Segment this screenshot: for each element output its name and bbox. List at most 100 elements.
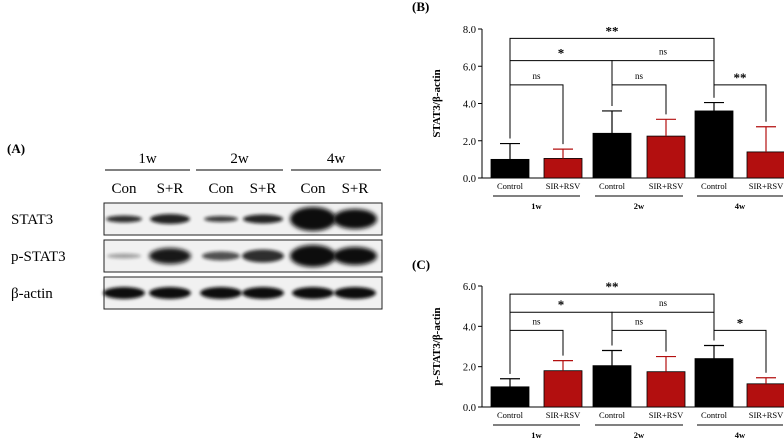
lane-label: S+R bbox=[157, 181, 184, 197]
blot-row-label: p-STAT3 bbox=[11, 249, 66, 265]
bar bbox=[746, 151, 784, 179]
y-tick-label: 6.0 bbox=[463, 62, 476, 73]
y-tick-label: 8.0 bbox=[463, 25, 476, 36]
protein-band bbox=[290, 207, 336, 231]
significance-bracket bbox=[509, 329, 564, 374]
week-label: 1w bbox=[138, 151, 157, 167]
protein-band bbox=[149, 287, 191, 299]
group-label: 4w bbox=[735, 430, 746, 440]
bar bbox=[490, 386, 530, 408]
y-tick-label: 4.0 bbox=[463, 322, 476, 333]
bar bbox=[592, 132, 632, 179]
lane-label: S+R bbox=[250, 181, 277, 197]
protein-band bbox=[202, 251, 240, 261]
lane-label: S+R bbox=[342, 181, 369, 197]
group-label: 1w bbox=[531, 201, 542, 211]
protein-band bbox=[242, 287, 284, 299]
bar bbox=[746, 383, 784, 408]
significance-label: * bbox=[558, 46, 565, 61]
significance-label: ns bbox=[532, 71, 541, 81]
category-label: Control bbox=[599, 410, 626, 420]
category-label: Control bbox=[701, 181, 728, 191]
significance-bracket bbox=[509, 311, 613, 374]
panel-label: (C) bbox=[412, 257, 430, 272]
protein-band bbox=[290, 245, 336, 267]
stat3-bar-chart: (B) STAT3/β-actin 0.0 2.0 4.0 6.0 8.0 Control SI… bbox=[412, 0, 784, 211]
significance-bracket bbox=[509, 293, 715, 374]
bar bbox=[592, 365, 632, 408]
protein-band bbox=[107, 253, 141, 259]
blot-row: p-STAT3 bbox=[11, 239, 383, 273]
group-label: 4w bbox=[735, 201, 746, 211]
bar bbox=[490, 158, 530, 179]
significance-label: ** bbox=[734, 70, 747, 85]
protein-band bbox=[103, 287, 145, 299]
category-label: SIR+RSV bbox=[749, 181, 784, 191]
bar bbox=[646, 135, 686, 179]
y-tick-label: 6.0 bbox=[463, 282, 476, 293]
bar bbox=[694, 110, 734, 179]
significance-label: ns bbox=[659, 298, 668, 308]
panel-label-a: (A) bbox=[7, 141, 25, 156]
blot-row: STAT3 bbox=[11, 202, 383, 236]
category-label: Control bbox=[599, 181, 626, 191]
significance-label: ** bbox=[606, 279, 619, 294]
protein-band bbox=[333, 247, 377, 265]
protein-band bbox=[242, 249, 284, 263]
significance-label: ns bbox=[659, 47, 668, 57]
significance-bracket bbox=[611, 311, 715, 346]
lane-label: Con bbox=[111, 181, 137, 197]
protein-band bbox=[200, 287, 242, 299]
significance-label: ns bbox=[532, 316, 541, 326]
protein-band bbox=[292, 287, 334, 299]
protein-band bbox=[149, 248, 191, 264]
group-label: 1w bbox=[531, 430, 542, 440]
week-label: 2w bbox=[230, 151, 249, 167]
y-tick-label: 4.0 bbox=[463, 100, 476, 111]
protein-band bbox=[204, 216, 238, 222]
pstat3-bar-chart: (C) p-STAT3/β-actin 0.0 2.0 4.0 6.0 Control SIR… bbox=[412, 257, 784, 440]
y-tick-label: 2.0 bbox=[463, 363, 476, 374]
category-label: SIR+RSV bbox=[649, 181, 684, 191]
lane-label: Con bbox=[208, 181, 234, 197]
significance-label: * bbox=[558, 297, 565, 312]
bar bbox=[694, 358, 734, 408]
bar bbox=[543, 158, 583, 179]
blot-row-label: STAT3 bbox=[11, 212, 53, 228]
significance-bracket bbox=[509, 84, 564, 145]
y-tick-label: 2.0 bbox=[463, 137, 476, 148]
bar bbox=[543, 370, 583, 408]
blot-row-label: β-actin bbox=[11, 286, 53, 302]
significance-label: * bbox=[737, 315, 744, 330]
category-label: Control bbox=[701, 410, 728, 420]
significance-bracket bbox=[611, 84, 667, 115]
category-label: SIR+RSV bbox=[546, 410, 581, 420]
significance-label: ** bbox=[606, 23, 619, 38]
panel-label: (B) bbox=[412, 0, 429, 14]
significance-bracket bbox=[509, 60, 613, 139]
y-axis-label: p-STAT3/β-actin bbox=[431, 307, 443, 385]
category-label: SIR+RSV bbox=[546, 181, 581, 191]
significance-label: ns bbox=[635, 316, 644, 326]
y-axis-label: STAT3/β-actin bbox=[431, 69, 443, 137]
protein-band bbox=[334, 287, 376, 299]
significance-bracket bbox=[611, 60, 715, 106]
category-label: Control bbox=[497, 181, 524, 191]
category-label: SIR+RSV bbox=[749, 410, 784, 420]
y-tick-label: 0.0 bbox=[463, 403, 476, 414]
category-label: SIR+RSV bbox=[649, 410, 684, 420]
blot-row: β-actin bbox=[11, 276, 383, 310]
significance-bracket bbox=[611, 329, 667, 352]
protein-band bbox=[150, 214, 190, 224]
lane-label: Con bbox=[300, 181, 326, 197]
group-label: 2w bbox=[634, 430, 645, 440]
significance-label: ns bbox=[635, 71, 644, 81]
protein-band bbox=[243, 214, 283, 224]
bar bbox=[646, 371, 686, 408]
group-label: 2w bbox=[634, 201, 645, 211]
protein-band bbox=[106, 215, 142, 223]
category-label: Control bbox=[497, 410, 524, 420]
protein-band bbox=[333, 209, 377, 229]
